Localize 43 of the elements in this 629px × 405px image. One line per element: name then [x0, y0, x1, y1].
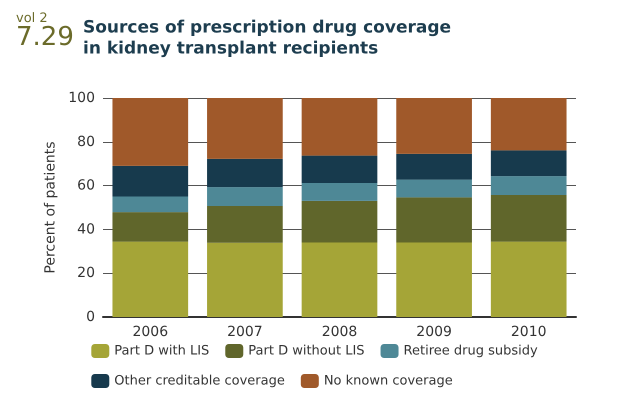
bar	[112, 98, 188, 166]
bar	[490, 195, 567, 242]
bar	[207, 98, 283, 159]
x-tick-label: 2007	[227, 324, 263, 340]
legend-label: Part D with LIS	[114, 344, 210, 358]
bar	[396, 98, 472, 154]
bar	[112, 242, 188, 317]
legend-label: No known coverage	[324, 374, 453, 388]
y-tick-label: 40	[77, 221, 95, 238]
bar	[396, 242, 472, 317]
chart-title: Sources of prescription drug coverage in kidney transplant recipients	[83, 18, 452, 58]
bar	[112, 196, 188, 212]
bar	[207, 158, 283, 188]
x-tick-label: 2008	[322, 324, 358, 340]
x-tick-label: 2006	[132, 324, 168, 340]
bar	[302, 98, 378, 156]
bar	[207, 242, 283, 317]
y-tick-label: 0	[86, 309, 95, 325]
bar	[207, 187, 283, 206]
bar	[396, 197, 472, 243]
bar	[112, 166, 188, 197]
legend-label: Other creditable coverage	[114, 374, 285, 388]
bar	[490, 176, 567, 196]
bar	[302, 182, 378, 201]
bar	[302, 242, 378, 317]
legend-label: Part D without LIS	[248, 344, 365, 358]
y-tick-label: 100	[68, 90, 95, 106]
bar	[396, 154, 472, 180]
x-tick-label: 2010	[510, 324, 547, 340]
bar	[490, 98, 567, 150]
y-tick-label: 80	[77, 134, 95, 150]
x-tick-label: 2009	[416, 324, 452, 340]
y-axis-title: Percent of patients	[42, 141, 58, 274]
bar	[396, 180, 472, 198]
bar	[490, 242, 567, 317]
bar	[112, 212, 188, 242]
bar	[302, 200, 378, 243]
legend-label: Retiree drug subsidy	[404, 344, 538, 358]
bar	[207, 206, 283, 243]
bar	[302, 156, 378, 183]
bar	[490, 150, 567, 176]
y-tick-label: 20	[77, 265, 95, 282]
y-tick-label: 60	[77, 178, 95, 194]
